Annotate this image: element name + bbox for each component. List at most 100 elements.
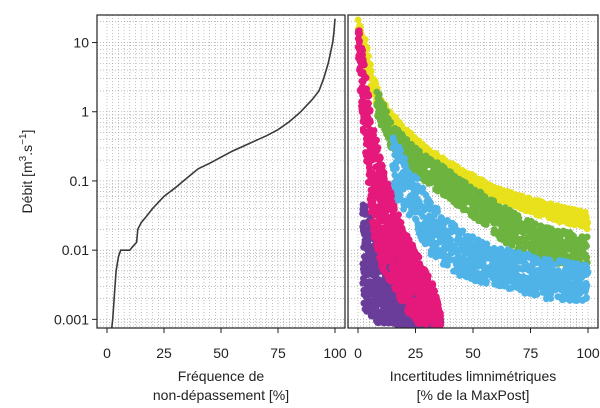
- data-point: [436, 233, 444, 241]
- x-axis-title: Fréquence de: [178, 368, 265, 384]
- data-point: [409, 280, 417, 288]
- x-axis-title: non-dépassement [%]: [153, 387, 289, 403]
- data-point: [394, 280, 402, 288]
- data-point: [400, 205, 407, 213]
- x-tick-label: 25: [408, 345, 424, 361]
- data-point: [523, 276, 530, 284]
- x-tick-label: 0: [354, 345, 362, 361]
- data-point: [512, 230, 519, 238]
- data-point: [538, 273, 546, 281]
- data-point: [422, 321, 430, 328]
- data-point: [505, 247, 513, 255]
- data-point: [478, 273, 486, 281]
- data-point: [440, 182, 447, 190]
- data-point: [374, 212, 382, 220]
- data-point: [449, 219, 456, 227]
- data-point: [406, 297, 413, 305]
- data-point: [490, 205, 497, 213]
- data-point: [530, 282, 538, 290]
- data-point: [569, 242, 577, 250]
- data-point: [373, 301, 381, 309]
- data-point: [527, 218, 535, 226]
- data-point: [488, 268, 496, 276]
- y-tick-label: 10: [73, 35, 89, 51]
- data-point: [491, 256, 498, 263]
- data-point: [475, 217, 482, 225]
- data-point: [455, 227, 463, 235]
- data-point: [423, 202, 431, 210]
- x-axis-title: [% de la MaxPost]: [417, 387, 530, 403]
- data-point: [418, 224, 426, 232]
- data-point: [435, 307, 443, 315]
- data-point: [408, 310, 415, 318]
- data-point: [397, 292, 405, 300]
- data-point: [546, 260, 554, 268]
- data-point: [464, 265, 471, 273]
- data-point: [453, 183, 461, 190]
- data-point: [570, 206, 578, 214]
- data-point: [575, 289, 583, 297]
- data-point: [364, 99, 371, 107]
- data-point: [367, 194, 375, 202]
- data-point: [436, 319, 443, 326]
- data-point: [433, 293, 440, 301]
- data-point: [382, 188, 390, 196]
- data-point: [424, 216, 432, 224]
- data-point: [419, 284, 427, 292]
- data-point: [467, 275, 475, 282]
- data-point: [356, 66, 363, 74]
- data-point: [417, 152, 425, 160]
- data-point: [437, 214, 445, 221]
- data-point: [516, 235, 524, 243]
- data-point: [390, 216, 398, 223]
- data-point: [378, 161, 386, 169]
- data-point: [469, 252, 477, 259]
- left-panel: [96, 14, 346, 329]
- data-point: [475, 178, 482, 185]
- data-point: [447, 242, 455, 250]
- data-point: [365, 52, 372, 60]
- data-point: [548, 284, 556, 292]
- data-point: [554, 267, 562, 275]
- data-point: [530, 267, 538, 274]
- data-point: [570, 211, 578, 219]
- data-point: [477, 197, 485, 205]
- data-point: [440, 191, 448, 199]
- data-point: [432, 250, 440, 258]
- data-point: [412, 315, 419, 323]
- data-point: [356, 22, 363, 29]
- y-tick-label: 0.1: [70, 173, 90, 189]
- data-point: [359, 279, 367, 287]
- data-point: [504, 278, 512, 285]
- data-point: [378, 261, 386, 268]
- data-point: [396, 149, 404, 157]
- data-point: [403, 139, 411, 146]
- scatter-series: [354, 27, 445, 328]
- data-point: [490, 198, 498, 206]
- data-point: [518, 202, 525, 210]
- data-point: [515, 214, 523, 222]
- grid: [97, 15, 345, 328]
- y-axis-title-part: 3: [18, 155, 29, 161]
- data-point: [516, 286, 524, 294]
- data-point: [546, 291, 554, 299]
- data-point: [533, 291, 541, 298]
- data-point: [397, 319, 404, 326]
- data-point: [583, 294, 590, 302]
- data-point: [383, 245, 391, 253]
- data-point: [503, 252, 511, 260]
- data-point: [421, 267, 429, 274]
- data-point: [535, 197, 543, 205]
- data-point: [392, 125, 399, 133]
- data-point: [443, 237, 450, 244]
- data-point: [516, 249, 523, 257]
- data-point: [400, 287, 408, 295]
- data-point: [409, 263, 416, 271]
- data-point: [383, 114, 391, 121]
- data-point: [364, 254, 372, 262]
- data-point: [407, 209, 414, 217]
- data-point: [378, 246, 386, 254]
- x-tick-label: 100: [576, 345, 600, 361]
- data-point: [467, 240, 474, 248]
